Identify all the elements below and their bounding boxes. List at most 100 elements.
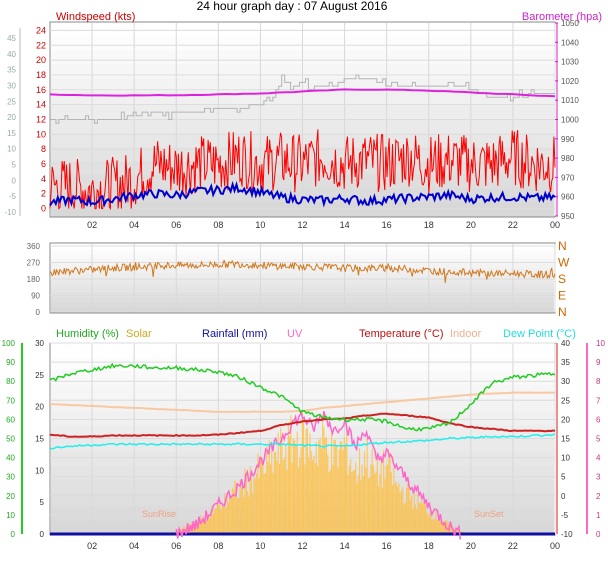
solar-bar <box>372 465 374 534</box>
barometer-tick-label: 1020 <box>561 77 579 86</box>
temperature-axis: 40 35 30 25 20 15 10 5 0 -5 -10 <box>556 339 573 539</box>
windspeed-tick-label: 18 <box>36 70 46 80</box>
solar-bar <box>325 437 327 534</box>
temperature-tick-label: 0 <box>561 492 566 501</box>
solar-bar <box>290 415 292 534</box>
solar-bar <box>252 492 254 534</box>
solar-bar <box>403 504 405 534</box>
x-tick-label: 22 <box>508 541 518 551</box>
series-grey-trace <box>50 74 555 124</box>
solar-bar <box>259 458 261 534</box>
windspeed-tick-label: 22 <box>36 40 46 50</box>
uv-tick-label: 3 <box>596 473 601 482</box>
rainfall-tick-label: 5 <box>40 498 45 507</box>
solar-bar <box>310 451 312 534</box>
solar-bar <box>207 514 209 534</box>
solar-bar <box>306 427 308 534</box>
solar-bar <box>198 519 200 534</box>
solar-bar <box>381 487 383 534</box>
solar-bar <box>299 457 301 534</box>
barometer-tick-label: 1000 <box>561 116 579 125</box>
solar-bar <box>442 521 444 534</box>
solar-bar <box>189 524 191 534</box>
x-tick-label: 08 <box>213 541 223 551</box>
windspeed-tick-label: 0 <box>41 204 46 214</box>
solar-bar <box>266 446 268 534</box>
solar-bar <box>347 475 349 534</box>
solar-bar <box>318 440 320 534</box>
windspeed-tick-label: 20 <box>36 55 46 65</box>
solar-bar <box>413 489 415 534</box>
legend-indoor: Indoor <box>450 328 482 340</box>
solar-bar <box>378 486 380 534</box>
solar-bar <box>432 519 434 534</box>
windspeed-axis-label: Windspeed (kts) <box>56 11 135 23</box>
solar-bar <box>272 472 274 534</box>
x-tick-label: 14 <box>340 541 350 551</box>
solar-bar <box>238 497 240 534</box>
solar-bar <box>389 452 391 534</box>
rainfall-tick-label: 30 <box>35 339 44 348</box>
barometer-tick-label: 950 <box>561 212 575 221</box>
solar-bar <box>320 448 322 534</box>
solar-bar <box>353 470 355 534</box>
solar-bar <box>249 466 251 534</box>
solar-bar <box>308 457 310 534</box>
far-left-tick-label: 5 <box>12 161 17 170</box>
solar-bar <box>315 442 317 534</box>
x-tick-label: 02 <box>87 541 97 551</box>
far-left-tick-label: -10 <box>4 208 16 217</box>
solar-bar <box>214 508 216 534</box>
solar-bar <box>343 437 345 534</box>
windspeed-tick-label: 16 <box>36 85 46 95</box>
solar-bar <box>367 478 369 534</box>
solar-bar <box>398 483 400 534</box>
solar-bar <box>418 502 420 534</box>
climate-x-axis: 02 04 06 08 10 12 14 16 18 20 22 00 <box>87 541 560 551</box>
humidity-tick-label: 80 <box>6 377 15 386</box>
solar-bar <box>355 462 357 534</box>
x-tick-label: 00 <box>550 220 560 230</box>
direction-tick-label: 360 <box>27 242 41 251</box>
solar-bar <box>222 504 224 534</box>
solar-bar <box>439 520 441 534</box>
solar-bar <box>341 441 343 534</box>
uv-tick-label: 2 <box>596 492 601 501</box>
windspeed-tick-label: 10 <box>36 129 46 139</box>
compass-label: W <box>558 256 570 270</box>
solar-bar <box>414 504 416 534</box>
solar-bar <box>206 512 208 534</box>
direction-tick-label: 90 <box>31 292 40 301</box>
solar-bar <box>407 482 409 534</box>
humidity-tick-label: 50 <box>6 435 15 444</box>
humidity-tick-label: 20 <box>6 492 15 501</box>
solar-bar <box>427 516 429 534</box>
solar-bar <box>287 422 289 534</box>
x-tick-label: 16 <box>382 541 392 551</box>
solar-bar <box>370 464 372 534</box>
solar-bar <box>309 433 311 534</box>
humidity-tick-label: 10 <box>6 511 15 520</box>
solar-bar <box>224 493 226 534</box>
rainfall-tick-label: 20 <box>35 403 44 412</box>
compass-label: S <box>558 272 566 286</box>
solar-bar <box>209 518 211 534</box>
solar-bar <box>277 432 279 534</box>
solar-bar <box>436 519 438 534</box>
solar-bar <box>359 448 361 534</box>
windspeed-tick-label: 2 <box>41 189 46 199</box>
solar-bar <box>319 437 321 534</box>
x-tick-label: 10 <box>255 541 265 551</box>
solar-bar <box>311 460 313 534</box>
series-humidity <box>49 362 556 432</box>
solar-bar <box>437 520 439 534</box>
solar-bar <box>314 463 316 534</box>
humidity-tick-label: 30 <box>6 473 15 482</box>
solar-bar <box>292 439 294 534</box>
solar-bar <box>210 509 212 534</box>
solar-bar <box>375 471 377 534</box>
solar-bar <box>324 438 326 534</box>
solar-bar <box>345 444 347 534</box>
barometer-axis-label: Barometer (hpa) <box>522 11 602 23</box>
